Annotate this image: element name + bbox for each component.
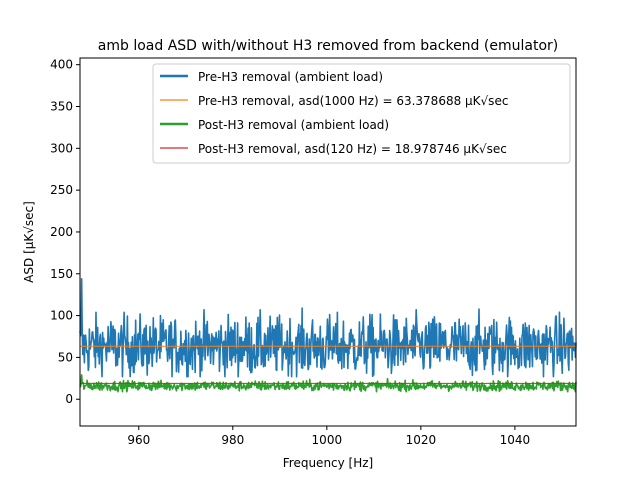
series-line bbox=[79, 374, 577, 393]
chart-title: amb load ASD with/without H3 removed fro… bbox=[98, 38, 558, 54]
x-tick-label: 1000 bbox=[312, 433, 343, 447]
x-tick-label: 1020 bbox=[406, 433, 437, 447]
axis-layer: 960 980 1000 1020 1040 0 50 100 150 200 250 300 350 4… bbox=[50, 58, 530, 447]
legend-box bbox=[152, 63, 571, 164]
y-tick-label: 100 bbox=[50, 309, 73, 323]
y-tick-label: 250 bbox=[50, 183, 73, 197]
legend-label: Pre-H3 removal, asd(1000 Hz) = 63.378688… bbox=[198, 94, 508, 108]
x-axis-title: Frequency [Hz] bbox=[283, 456, 374, 470]
y-tick-label: 300 bbox=[50, 141, 73, 155]
y-tick-label: 150 bbox=[50, 267, 73, 281]
x-tick-label: 980 bbox=[221, 433, 244, 447]
y-tick-label: 200 bbox=[50, 225, 73, 239]
legend: Pre-H3 removal (ambient load) Pre-H3 remo… bbox=[152, 63, 571, 164]
series-line bbox=[79, 277, 577, 378]
x-tick-label: 1040 bbox=[500, 433, 531, 447]
legend-label: Post-H3 removal, asd(120 Hz) = 18.978746… bbox=[198, 142, 507, 156]
y-axis-title: ASD [μK√sec] bbox=[22, 201, 36, 283]
y-tick-label: 400 bbox=[50, 58, 73, 72]
legend-label: Pre-H3 removal (ambient load) bbox=[198, 70, 383, 84]
series-layer bbox=[79, 277, 577, 393]
plot-frame bbox=[79, 57, 577, 427]
x-tick-label: 960 bbox=[127, 433, 150, 447]
y-tick-label: 50 bbox=[58, 350, 73, 364]
y-tick-label: 350 bbox=[50, 100, 73, 114]
y-tick-label: 0 bbox=[65, 392, 73, 406]
legend-label: Post-H3 removal (ambient load) bbox=[198, 118, 389, 132]
